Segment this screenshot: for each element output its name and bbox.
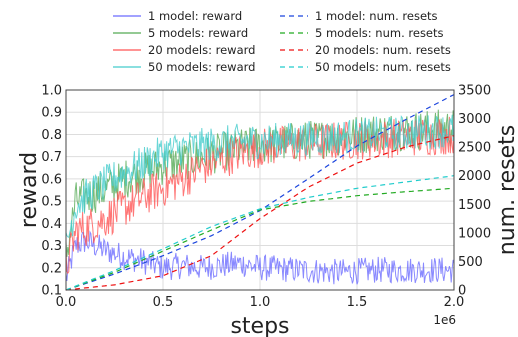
y-tick-label: 0.9 <box>41 106 62 121</box>
legend-label: 5 models: reward <box>148 26 248 40</box>
series-line-8 <box>65 175 455 291</box>
x-axis-offset-label: 1e6 <box>433 313 456 327</box>
legend-label: 50 models: reward <box>148 60 255 74</box>
y2-tick-label: 3500 <box>458 84 491 99</box>
y-axis-title: reward <box>17 152 42 228</box>
y-tick-label: 0.3 <box>41 239 62 254</box>
y-tick-label: 1.0 <box>41 84 62 99</box>
x-tick-label: 2.0 <box>444 295 465 310</box>
y2-tick-label: 2500 <box>458 141 491 156</box>
plot-frame <box>65 89 455 291</box>
legend-label: 20 models: reward <box>148 43 255 57</box>
y-tick-label: 0.6 <box>41 172 62 187</box>
y2-tick-label: 3000 <box>458 112 491 127</box>
y2-axis-title: num. resets <box>495 125 518 256</box>
x-tick-label: 0.5 <box>153 295 174 310</box>
x-tick-label: 1.0 <box>250 295 271 310</box>
y-tick-label: 0.7 <box>41 150 62 165</box>
x-tick-label: 0.0 <box>56 295 77 310</box>
x-tick-label: 1.5 <box>347 295 368 310</box>
y2-tick-label: 2000 <box>458 169 491 184</box>
y-tick-label: 0.1 <box>41 284 62 299</box>
series-line-1 <box>65 230 455 285</box>
y2-tick-label: 1500 <box>458 198 491 213</box>
x-axis-title: steps <box>230 314 289 337</box>
tick-labels: 0.0 0.5 1.0 1.5 2.0 0.1 0.2 0.3 0.4 0.5 0.6 0.7 0.8 0… <box>41 84 491 311</box>
series-layer <box>65 94 455 291</box>
y-tick-label: 0.4 <box>41 217 62 232</box>
legend-label: 1 model: reward <box>148 9 242 23</box>
series-line-6 <box>65 187 455 291</box>
series-line-7 <box>65 135 455 291</box>
series-line-3 <box>65 116 455 275</box>
legend-label: 20 models: num. resets <box>315 43 451 57</box>
plot-border <box>65 89 455 291</box>
legend-label: 5 models: num. resets <box>315 26 444 40</box>
y-tick-label: 0.8 <box>41 128 62 143</box>
y2-tick-label: 500 <box>458 255 483 270</box>
legend: 1 model: reward 5 models: reward 20 models… <box>113 9 451 74</box>
series-line-4 <box>65 114 455 238</box>
y2-tick-label: 0 <box>458 284 466 299</box>
legend-label: 1 model: num. resets <box>315 9 438 23</box>
y2-tick-label: 1000 <box>458 226 491 241</box>
legend-label: 50 models: num. resets <box>315 60 451 74</box>
y-tick-label: 0.5 <box>41 195 62 210</box>
y-tick-label: 0.2 <box>41 261 62 276</box>
